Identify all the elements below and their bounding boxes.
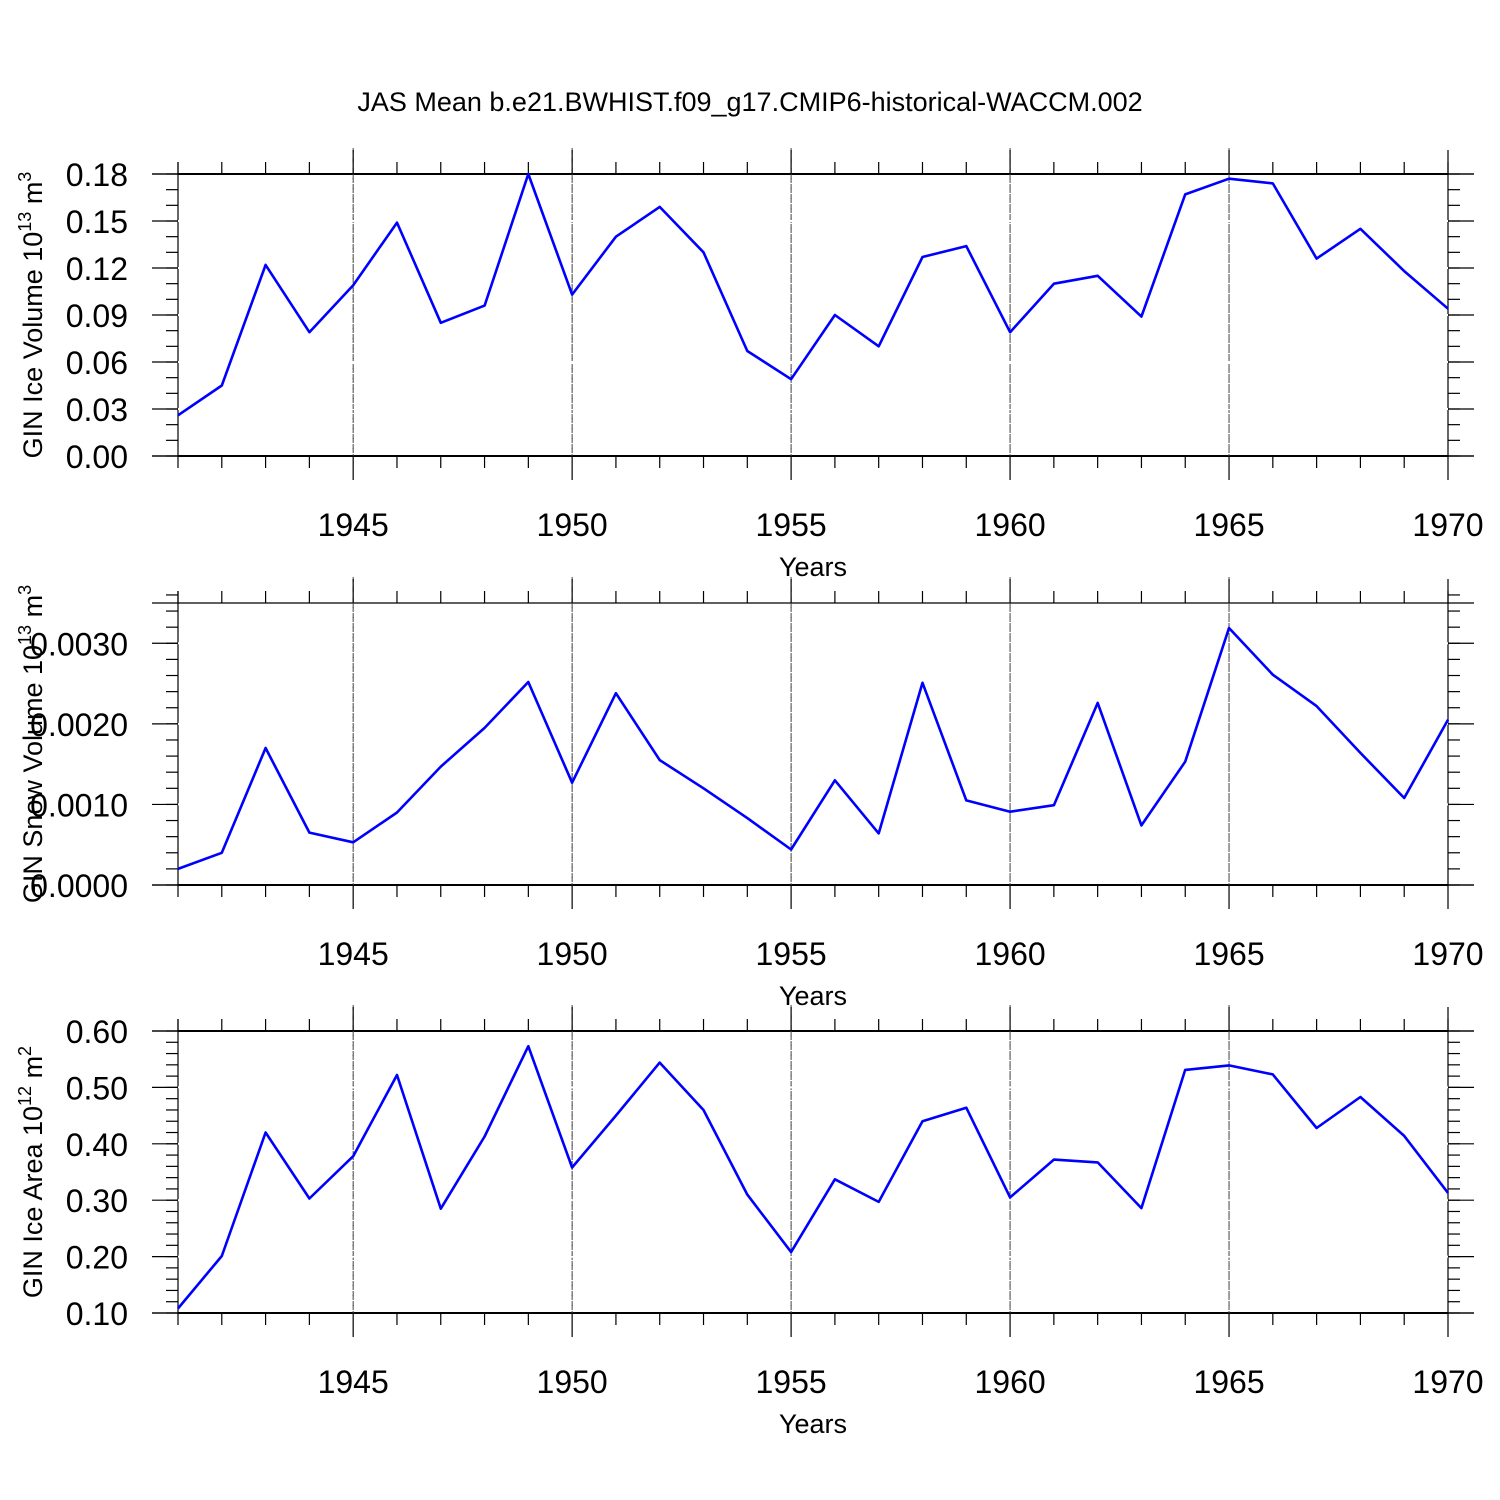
x-tick-label: 1970 (1412, 507, 1483, 543)
x-tick-label: 1950 (537, 1364, 608, 1400)
y-tick-label: 0.15 (66, 204, 128, 240)
y-tick-label: 0.0020 (30, 707, 128, 743)
x-axis-label: Years (779, 1409, 847, 1439)
series-line (177, 172, 1449, 417)
y-tick-label: 0.20 (66, 1240, 128, 1276)
x-tick-label: 1970 (1412, 936, 1483, 972)
x-tick-label: 1960 (974, 507, 1045, 543)
y-tick-label: 0.0030 (30, 626, 128, 662)
y-tick-label: 0.0010 (30, 787, 128, 823)
x-tick-label: 1960 (974, 1364, 1045, 1400)
x-tick-label: 1950 (537, 507, 608, 543)
x-tick-label: 1945 (318, 507, 389, 543)
y-axis-label: GIN Ice Area 1012 m2 (15, 1046, 48, 1298)
y-tick-label: 0.10 (66, 1296, 128, 1332)
y-tick-label: 0.06 (66, 345, 128, 381)
y-axis-label: GIN Snow Volume 1013 m3 (15, 585, 48, 903)
y-tick-label: 0.03 (66, 392, 128, 428)
x-tick-label: 1945 (318, 936, 389, 972)
y-tick-label: 0.18 (66, 157, 128, 193)
x-tick-label: 1955 (756, 936, 827, 972)
x-tick-label: 1965 (1193, 1364, 1264, 1400)
y-axis-label: GIN Ice Volume 1013 m3 (15, 172, 48, 459)
panel-3: 1945 1950 1955 1960 1965 1970 Years 0.10 0.20 0.3… (15, 1005, 1484, 1439)
x-tick-label: 1955 (756, 507, 827, 543)
panel-1: 1945 1950 1955 1960 1965 1970 Years 0.00 0.03 0.0… (15, 148, 1484, 582)
x-axis-label: Years (779, 981, 847, 1011)
y-tick-label: 0.0000 (30, 868, 128, 904)
series-line (177, 1044, 1450, 1310)
y-tick-label: 0.50 (66, 1070, 128, 1106)
y-tick-label: 0.30 (66, 1183, 128, 1219)
y-tick-label: 0.12 (66, 251, 128, 287)
panel-2: 1945 1950 1955 1960 1965 1970 Years 0.0000 0.001… (15, 577, 1484, 1011)
x-axis-label: Years (779, 552, 847, 582)
x-tick-label: 1945 (318, 1364, 389, 1400)
series-line (177, 626, 1450, 871)
x-tick-label: 1965 (1193, 936, 1264, 972)
x-tick-label: 1970 (1412, 1364, 1483, 1400)
y-tick-label: 0.60 (66, 1014, 128, 1050)
x-tick-label: 1960 (974, 936, 1045, 972)
chart-title: JAS Mean b.e21.BWHIST.f09_g17.CMIP6-hist… (357, 87, 1142, 117)
x-tick-label: 1950 (537, 936, 608, 972)
y-tick-label: 0.09 (66, 298, 128, 334)
x-tick-label: 1965 (1193, 507, 1264, 543)
y-tick-label: 0.40 (66, 1127, 128, 1163)
x-tick-label: 1955 (756, 1364, 827, 1400)
y-tick-label: 0.00 (66, 439, 128, 475)
